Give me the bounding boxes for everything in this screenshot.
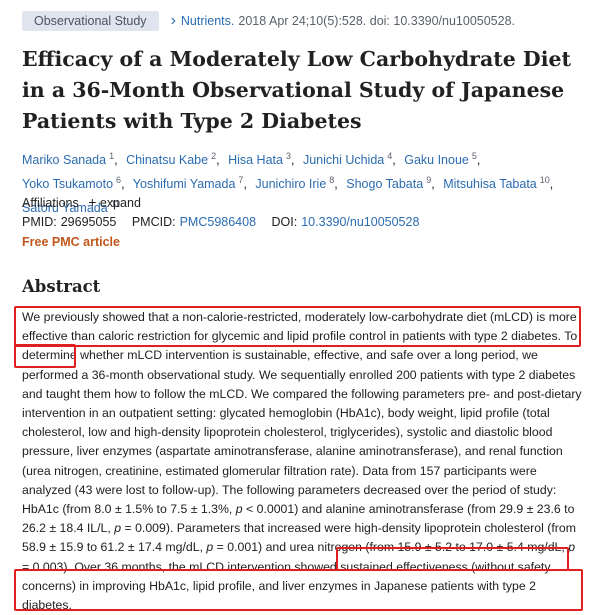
expand-label: expand — [99, 196, 141, 210]
journal-link[interactable]: Nutrients. — [180, 14, 235, 28]
abstract-body: = 0.001) and urea nitrogen (from 15.9 ± … — [213, 540, 569, 555]
abstract-sentence-1: We previously showed that a non-calorie-… — [22, 310, 577, 344]
author-link[interactable]: Junichi Uchida — [302, 153, 385, 168]
chevron-right-icon: › — [170, 12, 176, 29]
affiliation-ref[interactable]: 1 — [109, 151, 115, 161]
p-value-symbol: p — [206, 540, 214, 555]
author-link[interactable]: Gaku Inoue — [404, 153, 469, 168]
author-link[interactable]: Hisa Hata — [228, 153, 283, 168]
affiliation-ref[interactable]: 5 — [471, 151, 477, 161]
abstract-body: = 0.003). — [22, 559, 75, 574]
affiliation-ref[interactable]: 4 — [387, 151, 393, 161]
p-value-symbol: p — [568, 540, 576, 555]
identifier-line: PMID: 29695055 PMCID: PMC5986408 DOI: 10.33… — [22, 215, 419, 229]
article-type-badge[interactable]: Observational Study — [22, 11, 159, 31]
abstract-body: = 0.009). Parameters that increased were… — [22, 521, 576, 555]
affiliation-ref[interactable]: 9 — [426, 175, 432, 186]
doi-label: DOI: — [271, 215, 298, 229]
abstract-body: < 0.0001) and alanine aminotransferase (… — [22, 502, 575, 536]
affiliations-label: Affiliations — [22, 196, 79, 210]
citation-line: Observational Study › Nutrients. 2018 Ap… — [22, 10, 515, 32]
free-pmc-article-link[interactable]: Free PMC article — [22, 235, 120, 249]
pmcid-link[interactable]: PMC5986408 — [179, 215, 257, 229]
affiliations-toggle[interactable]: Affiliations + expand — [22, 194, 141, 210]
p-value-symbol: p — [235, 502, 243, 517]
affiliation-ref[interactable]: 8 — [329, 175, 335, 186]
pmid-value: 29695055 — [60, 215, 117, 229]
author-link[interactable]: Mitsuhisa Tabata — [443, 177, 537, 192]
citation-text: 2018 Apr 24;10(5):528. doi: 10.3390/nu10… — [238, 14, 516, 28]
author-link[interactable]: Yoshifumi Yamada — [132, 177, 236, 192]
abstract-text: We previously showed that a non-calorie-… — [22, 308, 582, 615]
affiliation-ref[interactable]: 10 — [539, 175, 550, 186]
abstract-conclusion: Over 36 months, the mLCD intervention sh… — [22, 559, 551, 613]
author-link[interactable]: Mariko Sanada — [22, 153, 107, 168]
pmcid-label: PMCID: — [131, 215, 176, 229]
author-link[interactable]: Yoko Tsukamoto — [22, 177, 114, 192]
article-title: Efficacy of a Moderately Low Carbohydrat… — [22, 47, 571, 133]
p-value-symbol: p — [114, 521, 122, 536]
affiliation-ref[interactable]: 6 — [116, 175, 122, 186]
doi-link[interactable]: 10.3390/nu10050528 — [301, 215, 420, 229]
author-link[interactable]: Chinatsu Kabe — [126, 153, 209, 168]
affiliation-ref[interactable]: 11 — [110, 199, 121, 210]
author-list: Mariko Sanada 1, Chinatsu Kabe 2, Hisa Hat… — [22, 151, 554, 216]
abstract-heading: Abstract — [22, 277, 101, 296]
affiliation-ref[interactable]: 2 — [211, 151, 217, 161]
pmid-label: PMID: — [22, 215, 57, 229]
affiliation-ref[interactable]: 3 — [285, 151, 291, 161]
author-link[interactable]: Junichiro Irie — [255, 177, 327, 192]
author-link[interactable]: Shogo Tabata — [346, 177, 424, 192]
abstract-body: To determine whether mLCD intervention i… — [22, 329, 582, 517]
affiliation-ref[interactable]: 7 — [238, 175, 244, 186]
plus-icon: + — [88, 194, 97, 210]
author-link[interactable]: Satoru Yamada — [22, 201, 108, 216]
